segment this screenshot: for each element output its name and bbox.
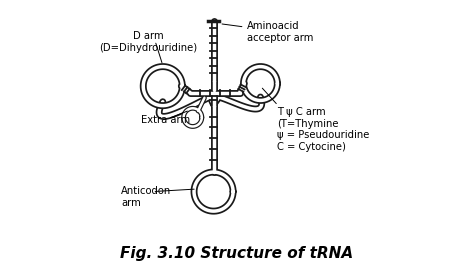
- Text: T ψ C arm
(T=Thymine
ψ = Pseudouridine
C = Cytocine): T ψ C arm (T=Thymine ψ = Pseudouridine C…: [277, 107, 370, 152]
- Text: Fig. 3.10 Structure of tRNA: Fig. 3.10 Structure of tRNA: [120, 246, 354, 261]
- Text: Anticodon
arm: Anticodon arm: [121, 186, 172, 208]
- Text: Aminoacid
acceptor arm: Aminoacid acceptor arm: [222, 21, 314, 43]
- Text: D arm
(D=Dihydrouridine): D arm (D=Dihydrouridine): [100, 31, 198, 53]
- Text: Extra arm: Extra arm: [141, 115, 190, 125]
